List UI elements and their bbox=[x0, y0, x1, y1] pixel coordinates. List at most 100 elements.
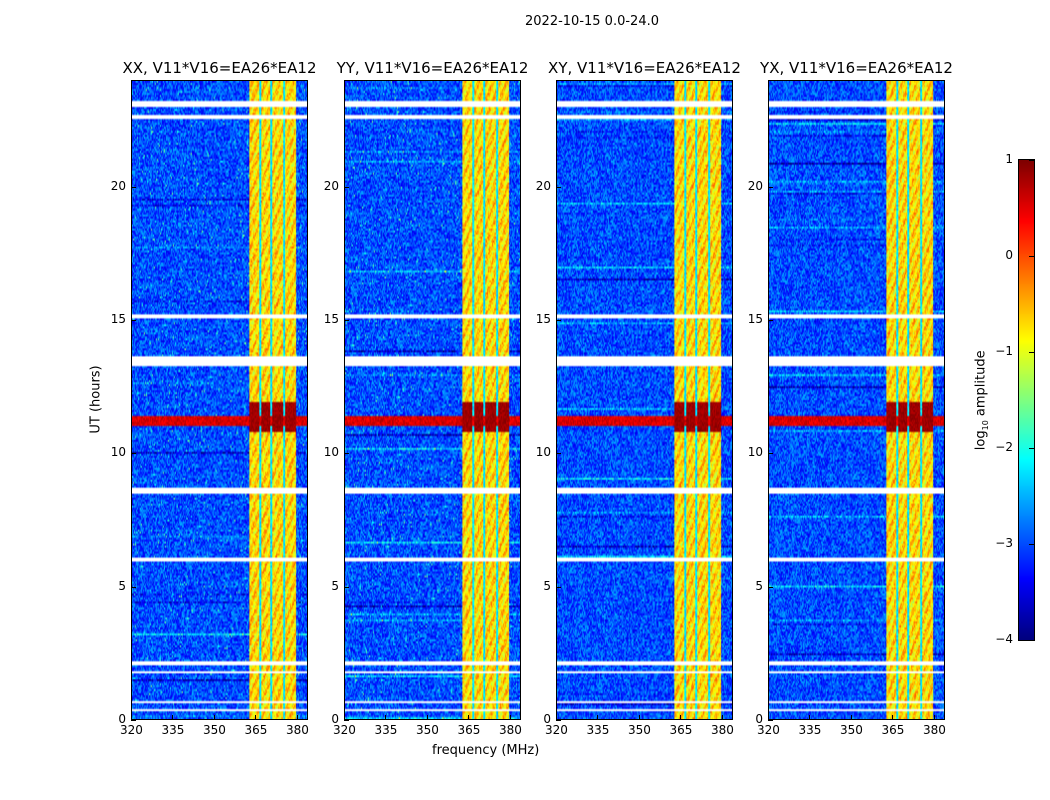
y-tick-label: 15 bbox=[110, 312, 126, 326]
y-tick-label: 20 bbox=[110, 178, 126, 193]
x-tick-label: 380 bbox=[710, 723, 734, 737]
spectrogram-heatmap bbox=[557, 81, 732, 719]
y-tick bbox=[131, 320, 136, 321]
x-tick bbox=[509, 715, 511, 720]
panel-title: YX, V11*V16=EA26*EA12 bbox=[760, 59, 953, 77]
colorbar-label-base: log bbox=[973, 430, 989, 451]
y-tick-label: 5 bbox=[755, 578, 763, 593]
spectrogram-heatmap bbox=[132, 81, 307, 719]
x-tick-label: 365 bbox=[881, 723, 905, 737]
x-tick-label: 335 bbox=[798, 723, 822, 737]
spectrogram-heatmap bbox=[345, 81, 520, 719]
colorbar-tick-label: −3 bbox=[995, 536, 1013, 550]
x-tick-label: 380 bbox=[285, 723, 309, 737]
y-axis-label: UT (hours) bbox=[88, 365, 104, 434]
x-tick bbox=[556, 715, 557, 720]
y-tick-label: 15 bbox=[535, 312, 551, 326]
colorbar-label-rest: amplitude bbox=[973, 350, 989, 421]
x-tick bbox=[638, 715, 640, 720]
y-tick-label: 15 bbox=[747, 312, 763, 326]
y-tick bbox=[768, 453, 773, 455]
y-tick-label: 0 bbox=[543, 712, 551, 726]
y-tick bbox=[768, 586, 773, 588]
x-tick-label: 350 bbox=[415, 723, 439, 737]
spectrogram-panel bbox=[131, 80, 308, 720]
y-tick bbox=[768, 320, 773, 321]
spectrogram-heatmap bbox=[769, 81, 944, 719]
x-tick bbox=[468, 715, 470, 720]
colorbar-gradient bbox=[1019, 160, 1034, 640]
colorbar-tick-label: −1 bbox=[995, 344, 1013, 358]
y-tick bbox=[556, 720, 561, 721]
x-tick bbox=[296, 715, 298, 720]
spectrogram-panel bbox=[768, 80, 945, 720]
x-tick bbox=[344, 715, 345, 720]
x-tick bbox=[213, 715, 215, 720]
y-tick-label: 0 bbox=[755, 712, 763, 726]
colorbar-tick bbox=[1029, 256, 1034, 257]
colorbar-tick-label: 1 bbox=[1005, 152, 1013, 166]
x-tick-label: 365 bbox=[457, 723, 481, 737]
colorbar bbox=[1018, 159, 1035, 641]
x-tick-label: 380 bbox=[498, 723, 522, 737]
y-tick bbox=[131, 453, 136, 455]
y-tick bbox=[344, 453, 349, 455]
colorbar-tick bbox=[1029, 448, 1034, 449]
x-tick-label: 350 bbox=[839, 723, 863, 737]
x-tick-label: 335 bbox=[374, 723, 398, 737]
colorbar-label-sub: 10 bbox=[981, 420, 991, 431]
x-tick bbox=[768, 715, 769, 720]
x-tick-label: 320 bbox=[757, 723, 780, 737]
spectrogram-panel bbox=[556, 80, 733, 720]
x-tick bbox=[131, 715, 132, 720]
y-tick-label: 20 bbox=[323, 178, 339, 193]
y-tick bbox=[344, 720, 349, 721]
x-tick bbox=[680, 715, 682, 720]
y-tick-label: 20 bbox=[747, 178, 763, 193]
y-tick bbox=[131, 720, 136, 721]
x-tick-label: 350 bbox=[627, 723, 651, 737]
x-tick-label: 335 bbox=[586, 723, 610, 737]
x-tick-label: 365 bbox=[244, 723, 268, 737]
x-tick-label: 320 bbox=[120, 723, 143, 737]
x-tick bbox=[933, 715, 935, 720]
y-tick bbox=[344, 186, 349, 188]
x-tick-label: 350 bbox=[202, 723, 226, 737]
panel-title: XY, V11*V16=EA26*EA12 bbox=[548, 59, 741, 77]
x-tick bbox=[172, 715, 174, 720]
x-tick bbox=[385, 715, 387, 720]
y-tick-label: 5 bbox=[543, 578, 551, 593]
colorbar-tick-label: −4 bbox=[995, 632, 1013, 646]
panel-title: YY, V11*V16=EA26*EA12 bbox=[336, 59, 529, 77]
y-tick bbox=[556, 453, 561, 455]
y-tick bbox=[556, 586, 561, 588]
y-tick-label: 10 bbox=[535, 445, 551, 460]
x-tick-label: 365 bbox=[669, 723, 693, 737]
y-tick bbox=[556, 320, 561, 321]
y-tick-label: 5 bbox=[331, 578, 339, 593]
x-tick bbox=[597, 715, 599, 720]
panel-title: XX, V11*V16=EA26*EA12 bbox=[122, 59, 317, 77]
x-tick-label: 335 bbox=[161, 723, 185, 737]
y-tick-label: 10 bbox=[110, 445, 126, 460]
y-tick bbox=[556, 186, 561, 188]
x-tick bbox=[809, 715, 811, 720]
y-tick-label: 10 bbox=[323, 445, 339, 460]
colorbar-tick-label: −2 bbox=[995, 440, 1013, 454]
colorbar-tick bbox=[1029, 544, 1034, 545]
y-tick-label: 10 bbox=[747, 445, 763, 460]
x-tick bbox=[255, 715, 257, 720]
y-tick bbox=[131, 186, 136, 188]
x-axis-label: frequency (MHz) bbox=[432, 743, 540, 758]
y-tick-label: 15 bbox=[323, 312, 339, 326]
y-tick-label: 5 bbox=[118, 578, 126, 593]
y-tick-label: 0 bbox=[118, 712, 126, 726]
y-tick bbox=[768, 720, 773, 721]
colorbar-tick bbox=[1029, 352, 1034, 353]
y-tick bbox=[768, 186, 773, 188]
y-tick bbox=[131, 586, 136, 588]
colorbar-tick bbox=[1029, 160, 1034, 161]
x-tick bbox=[721, 715, 723, 720]
x-tick-label: 380 bbox=[922, 723, 946, 737]
